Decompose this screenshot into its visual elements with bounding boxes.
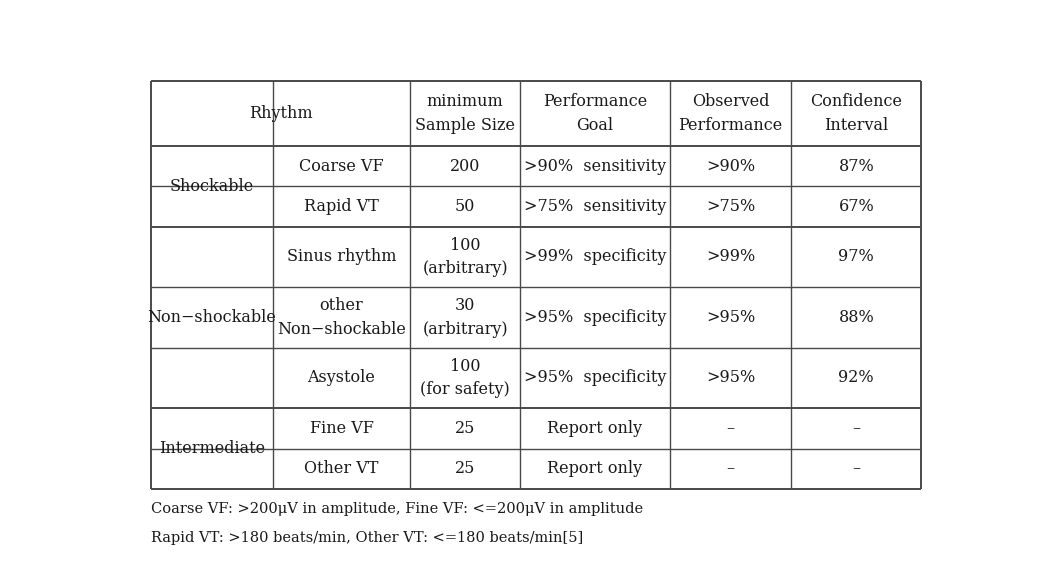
Text: 100
(arbitrary): 100 (arbitrary): [423, 237, 508, 277]
Text: Shockable: Shockable: [169, 178, 254, 195]
Text: Rhythm: Rhythm: [249, 105, 313, 122]
Text: 50: 50: [455, 198, 475, 215]
Text: >95%  specificity: >95% specificity: [524, 370, 666, 386]
Text: >95%  specificity: >95% specificity: [524, 309, 666, 326]
Text: Sinus rhythm: Sinus rhythm: [287, 249, 396, 265]
Text: Confidence
Interval: Confidence Interval: [811, 93, 903, 134]
Text: Coarse VF: >200μV in amplitude, Fine VF: <=200μV in amplitude: Coarse VF: >200μV in amplitude, Fine VF:…: [151, 502, 643, 516]
Text: Coarse VF: Coarse VF: [299, 158, 384, 175]
Text: >90%  sensitivity: >90% sensitivity: [524, 158, 666, 175]
Text: >95%: >95%: [706, 309, 755, 326]
Text: >95%: >95%: [706, 370, 755, 386]
Text: 25: 25: [455, 420, 475, 437]
Text: >75%  sensitivity: >75% sensitivity: [524, 198, 666, 215]
Text: –: –: [727, 420, 734, 437]
Text: 30
(arbitrary): 30 (arbitrary): [423, 297, 508, 338]
Text: 25: 25: [455, 460, 475, 477]
Text: –: –: [727, 460, 734, 477]
Text: –: –: [852, 460, 861, 477]
Text: >99%: >99%: [706, 249, 755, 265]
Text: 88%: 88%: [839, 309, 874, 326]
Text: Other VT: Other VT: [304, 460, 379, 477]
Text: >99%  specificity: >99% specificity: [524, 249, 666, 265]
Text: Asystole: Asystole: [308, 370, 376, 386]
Text: >75%: >75%: [706, 198, 755, 215]
Text: other
Non−shockable: other Non−shockable: [277, 297, 406, 338]
Text: Observed
Performance: Observed Performance: [679, 93, 782, 134]
Text: 67%: 67%: [839, 198, 874, 215]
Text: Non−shockable: Non−shockable: [147, 309, 276, 326]
Text: >90%: >90%: [706, 158, 755, 175]
Text: 87%: 87%: [839, 158, 874, 175]
Text: Report only: Report only: [547, 460, 642, 477]
Text: 200: 200: [450, 158, 480, 175]
Text: Rapid VT: >180 beats/min, Other VT: <=180 beats/min[5]: Rapid VT: >180 beats/min, Other VT: <=18…: [151, 531, 584, 545]
Text: Performance
Goal: Performance Goal: [543, 93, 647, 134]
Text: 97%: 97%: [839, 249, 874, 265]
Text: Fine VF: Fine VF: [310, 420, 373, 437]
Text: –: –: [852, 420, 861, 437]
Text: Rapid VT: Rapid VT: [304, 198, 379, 215]
Text: Report only: Report only: [547, 420, 642, 437]
Text: Intermediate: Intermediate: [159, 440, 265, 457]
Text: 100
(for safety): 100 (for safety): [420, 358, 510, 398]
Text: 92%: 92%: [839, 370, 874, 386]
Text: minimum
Sample Size: minimum Sample Size: [415, 93, 515, 134]
